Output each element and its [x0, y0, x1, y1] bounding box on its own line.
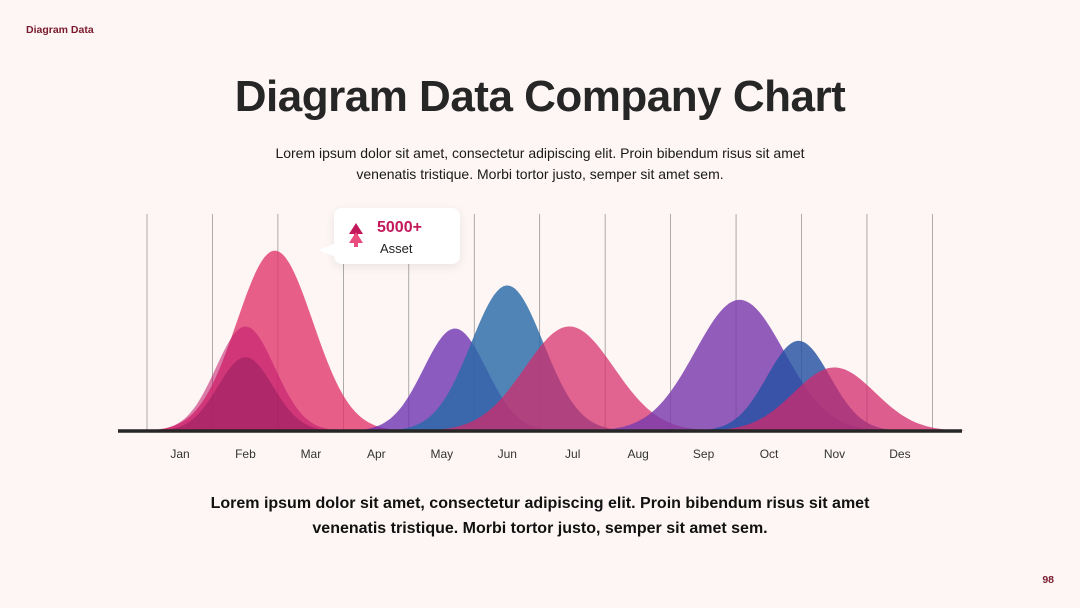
x-tick-label: Jun	[498, 447, 517, 461]
x-tick-label: Nov	[824, 447, 845, 461]
x-tick-label: Apr	[367, 447, 386, 461]
callout-value: 5000+	[377, 219, 422, 236]
x-tick-label: Feb	[235, 447, 256, 461]
x-tick-label: Jul	[565, 447, 580, 461]
chart-areas	[151, 250, 965, 431]
page-number: 98	[1042, 574, 1054, 586]
double-arrow-up-icon	[349, 223, 363, 247]
chart-x-ticks: Jan Feb Mar Apr May Jun Jul Aug Sep Oct Nov Des	[170, 447, 910, 461]
x-tick-label: Mar	[301, 447, 322, 461]
footer-text: Lorem ipsum dolor sit amet, consectetur …	[210, 495, 870, 537]
area-series-6	[427, 326, 712, 431]
page-title: Diagram Data Company Chart	[234, 72, 846, 121]
area-series-9	[704, 367, 965, 431]
x-tick-label: May	[430, 447, 453, 461]
x-tick-label: Aug	[627, 447, 648, 461]
asset-callout: 5000+ Asset	[318, 208, 460, 264]
x-tick-label: Oct	[760, 447, 779, 461]
x-tick-label: Sep	[693, 447, 715, 461]
section-label: Diagram Data	[26, 24, 94, 36]
x-tick-label: Des	[889, 447, 910, 461]
x-tick-label: Jan	[170, 447, 189, 461]
area-series-3	[157, 357, 334, 431]
page-subtitle: Lorem ipsum dolor sit amet, consectetur …	[275, 145, 805, 182]
callout-label: Asset	[380, 241, 413, 256]
